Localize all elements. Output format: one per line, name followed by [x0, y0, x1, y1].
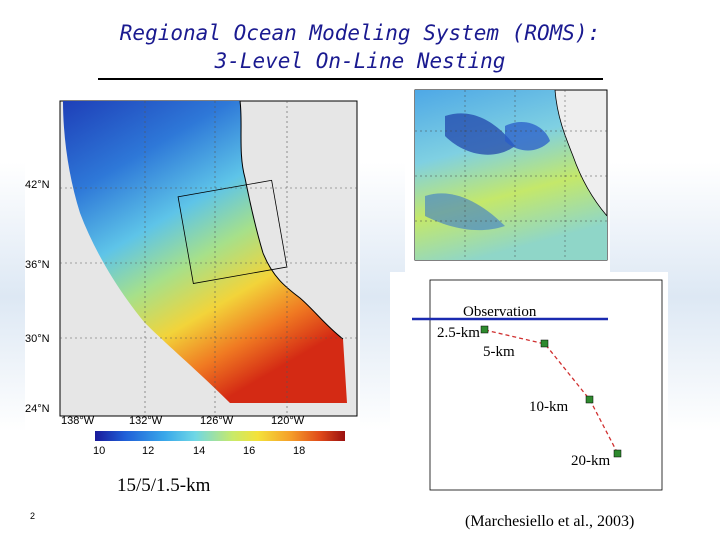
lat-label-24n: 24°N — [25, 403, 50, 415]
observation-label: Observation — [463, 304, 537, 320]
point-10km — [585, 395, 594, 404]
nested-inset-map — [405, 86, 610, 272]
lat-label-42n: 42°N — [25, 179, 50, 191]
slide-title-line-2: 3-Level On-Line Nesting — [214, 49, 506, 73]
lat-label-36n: 36°N — [25, 259, 50, 271]
point-20km — [613, 449, 622, 458]
coastline — [239, 100, 344, 340]
resolution-chart-graphic — [412, 279, 663, 491]
lon-label-132w: 132°W — [129, 415, 163, 427]
slide-number: 2 — [30, 511, 36, 521]
title-divider — [98, 78, 603, 80]
slide-title-line-1: Regional Ocean Modeling System (ROMS): — [119, 21, 601, 45]
citation: (Marchesiello et al., 2003) — [465, 513, 635, 530]
colorbar-tick: 18 — [293, 445, 306, 457]
sst-map — [59, 100, 358, 417]
model-trend-line — [484, 329, 619, 455]
label-5km: 5-km — [483, 344, 515, 360]
point-2-5km — [480, 325, 489, 334]
colorbar-tick: 10 — [93, 445, 106, 457]
point-5km — [540, 339, 549, 348]
lon-label-120w: 120°W — [271, 415, 305, 427]
resolution-chart: Observation 2.5-km 5-km 10-km 20-km — [390, 272, 668, 508]
temperature-colorbar — [95, 431, 345, 441]
lat-label-30n: 30°N — [25, 333, 50, 345]
label-20km: 20-km — [571, 453, 611, 469]
sst-map-panel: 42°N 36°N 30°N 24°N 138°W 132°W 126°W 12… — [25, 93, 360, 465]
map-caption: 15/5/1.5-km — [117, 475, 211, 496]
colorbar-tick: 14 — [193, 445, 206, 457]
label-2-5km: 2.5-km — [437, 325, 480, 341]
inset-map-graphic — [414, 89, 608, 261]
label-10km: 10-km — [529, 399, 569, 415]
colorbar-tick: 12 — [142, 445, 155, 457]
nest-level-1-box — [177, 179, 288, 284]
colorbar-tick: 16 — [243, 445, 256, 457]
lon-label-138w: 138°W — [61, 415, 95, 427]
model-domain — [63, 101, 347, 403]
lon-label-126w: 126°W — [200, 415, 234, 427]
